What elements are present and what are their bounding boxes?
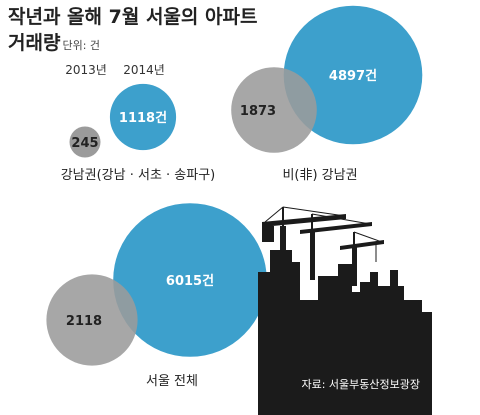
value-label-non-gangnam-2013: 1873 — [240, 104, 276, 119]
bubble-non-gangnam-2014 — [283, 5, 423, 145]
value-label-seoul-2014: 6015건 — [166, 273, 214, 289]
title-block: 작년과 올해 7월 서울의 아파트 거래량 단위: 건 — [8, 4, 257, 59]
value-label-gangnam-2014: 1118건 — [119, 110, 167, 126]
chart-title-line1: 작년과 올해 7월 서울의 아파트 — [8, 6, 258, 28]
year-label-2013: 2013년 — [65, 63, 107, 77]
bubble-seoul-2013 — [46, 274, 138, 366]
value-label-gangnam-2013: 245 — [71, 136, 98, 151]
value-label-seoul-2013: 2118 — [66, 314, 102, 329]
city-silhouette-illustration — [258, 206, 432, 415]
unit-label: 단위: 건 — [62, 39, 101, 52]
chart-title-line2-text: 거래량 — [8, 32, 61, 54]
year-label-2014: 2014년 — [123, 63, 165, 77]
bubble-non-gangnam-2013 — [231, 67, 317, 153]
bubble-gangnam-2014 — [109, 83, 177, 151]
group-label-gangnam: 강남권(강남 · 서초 · 송파구) — [61, 168, 216, 183]
group-label-seoul-total: 서울 전체 — [146, 374, 198, 389]
group-label-non-gangnam: 비(非) 강남권 — [282, 168, 357, 183]
chart-title-line2: 거래량 단위: 건 — [8, 30, 257, 59]
value-label-non-gangnam-2014: 4897건 — [329, 68, 377, 84]
bubble-gangnam-2013 — [69, 126, 101, 158]
source-note: 자료: 서울부동산정보광장 — [301, 378, 420, 391]
bubble-seoul-2014 — [113, 203, 267, 357]
